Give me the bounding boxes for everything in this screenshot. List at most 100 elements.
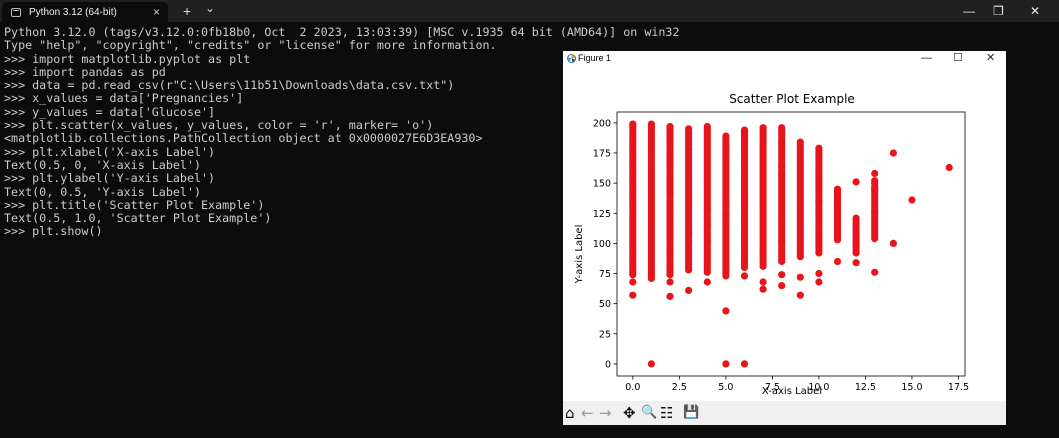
x-tick-label: 12.5 (855, 382, 876, 393)
scatter-point (703, 278, 711, 286)
terminal-line: Type "help", "copyright", "credits" or "… (4, 38, 497, 53)
scatter-point (871, 208, 879, 216)
chart-title: Scatter Plot Example (729, 92, 855, 106)
scatter-point (833, 257, 842, 266)
terminal-line: >>> plt.scatter(x_values, y_values, colo… (4, 118, 434, 133)
scatter-point (796, 138, 804, 146)
scatter-point (759, 285, 767, 293)
tab-dropdown-button[interactable]: ⌄ (205, 1, 216, 15)
plot-frame (616, 111, 966, 377)
terminal-icon (11, 7, 21, 17)
scatter-point (647, 360, 655, 368)
scatter-point (722, 307, 730, 315)
y-tick-label: 75 (599, 269, 611, 280)
scatter-point (871, 268, 879, 276)
scatter-point (703, 122, 711, 131)
y-tick-label: 200 (593, 118, 611, 129)
scatter-point (666, 278, 674, 286)
terminal-maximize-button[interactable]: ❐ (993, 4, 1004, 18)
x-tick-label: 17.5 (948, 382, 969, 393)
y-tick-label: 175 (593, 148, 611, 159)
scatter-point (815, 144, 823, 152)
terminal-line: >>> plt.show() (4, 224, 103, 239)
x-tick-label: 15.0 (901, 382, 922, 393)
figure-maximize-button[interactable]: ☐ (953, 52, 963, 64)
scatter-point (852, 178, 860, 186)
scatter-point (871, 185, 879, 193)
scatter-point (778, 282, 786, 290)
terminal-line: >>> x_values = data['Pregnancies'] (4, 91, 244, 106)
scatter-point (852, 214, 860, 222)
scatter-point (815, 269, 823, 278)
terminal-line: >>> y_values = data['Glucose'] (4, 104, 216, 119)
terminal-tab-bar: Python 3.12 (64-bit) × + ⌄ — ❐ ✕ (0, 0, 1059, 22)
scatter-plot: Scatter Plot Example 0.0 2.5 5.0 7.5 10.0 12.… (574, 92, 969, 397)
scatter-point (908, 196, 916, 204)
y-axis-label: Y-axis Label (574, 225, 585, 285)
figure-window: Figure 1 — ☐ ✕ Scatter Plot Example 0.0 2… (563, 51, 1006, 425)
scatter-point (833, 196, 842, 204)
scatter-point (852, 239, 860, 247)
terminal-tab[interactable]: Python 3.12 (64-bit) × (2, 2, 168, 22)
new-tab-button[interactable]: + (183, 3, 192, 19)
x-tick-label: 7.5 (765, 382, 780, 393)
figure-window-title: Figure 1 (578, 53, 612, 63)
scatter-point (833, 188, 842, 196)
axes: 0.0 2.5 5.0 7.5 10.0 12.5 15.0 17.5 0 25 50 75 100 12… (593, 111, 969, 393)
forward-arrow-icon[interactable]: → (599, 404, 612, 422)
zoom-icon[interactable]: 🔍 (641, 405, 658, 420)
terminal-line: <matplotlib.collections.PathCollection o… (4, 131, 483, 146)
y-tick-label: 125 (593, 209, 611, 220)
matplotlib-logo-icon (567, 54, 576, 63)
scatter-point (871, 169, 879, 178)
terminal-minimize-button[interactable]: — (963, 4, 975, 18)
configure-subplots-icon[interactable]: ☷ (660, 404, 674, 422)
scatter-point (759, 124, 767, 132)
x-axis-label: X-axis Label (762, 386, 822, 397)
home-icon[interactable]: ⌂ (565, 404, 575, 422)
scatter-point (796, 291, 804, 299)
terminal-line: Text(0, 0.5, 'Y-axis Label') (4, 184, 202, 199)
scatter-points (629, 120, 953, 368)
navigation-toolbar: ⌂ ← → ✥ 🔍 ☷ 💾 (563, 401, 1006, 425)
x-tick-label: 0.0 (625, 382, 640, 393)
save-icon[interactable]: 💾 (683, 405, 700, 420)
terminal-line: Text(0.5, 1.0, 'Scatter Plot Example') (4, 211, 272, 226)
scatter-point (889, 239, 897, 247)
scatter-point (945, 163, 953, 172)
scatter-point (815, 278, 823, 286)
scatter-point (778, 124, 786, 132)
y-tick-label: 100 (593, 239, 611, 250)
back-arrow-icon[interactable]: ← (581, 404, 594, 422)
scatter-point (759, 278, 767, 286)
scatter-point (685, 125, 693, 133)
figure-minimize-button[interactable]: — (921, 52, 932, 64)
scatter-point (889, 149, 897, 157)
scatter-point (871, 177, 879, 185)
terminal-line: >>> import pandas as pd (4, 64, 166, 79)
figure-canvas[interactable]: Scatter Plot Example 0.0 2.5 5.0 7.5 10.0 12.… (563, 66, 1006, 401)
terminal-line: >>> plt.ylabel('Y-axis Label') (4, 171, 216, 186)
terminal-line: Text(0.5, 0, 'X-axis Label') (4, 157, 202, 172)
scatter-point (778, 271, 786, 279)
scatter-point (629, 278, 637, 286)
tab-close-button[interactable]: × (152, 5, 160, 19)
figure-close-button[interactable]: ✕ (986, 52, 996, 64)
x-tick-label: 2.5 (672, 382, 687, 393)
x-tick-label: 5.0 (718, 382, 733, 393)
scatter-point (629, 120, 637, 128)
figure-title-bar[interactable]: Figure 1 — ☐ ✕ (563, 51, 1006, 66)
scatter-point (740, 272, 749, 280)
scatter-point (722, 132, 730, 140)
tab-title: Python 3.12 (64-bit) (29, 6, 117, 18)
scatter-point (647, 120, 655, 128)
terminal-line: >>> plt.title('Scatter Plot Example') (4, 197, 265, 212)
scatter-point (629, 291, 637, 299)
terminal-output[interactable]: Python 3.12.0 (tags/v3.12.0:0fb18b0, Oct… (4, 25, 1054, 438)
scatter-point (740, 360, 749, 368)
x-tick-label: 10.0 (808, 382, 829, 393)
terminal-close-button[interactable]: ✕ (1030, 4, 1041, 18)
terminal-line: >>> data = pd.read_csv(r"C:\Users\11b51\… (4, 78, 455, 93)
scatter-point (685, 286, 693, 294)
pan-icon[interactable]: ✥ (623, 404, 636, 422)
